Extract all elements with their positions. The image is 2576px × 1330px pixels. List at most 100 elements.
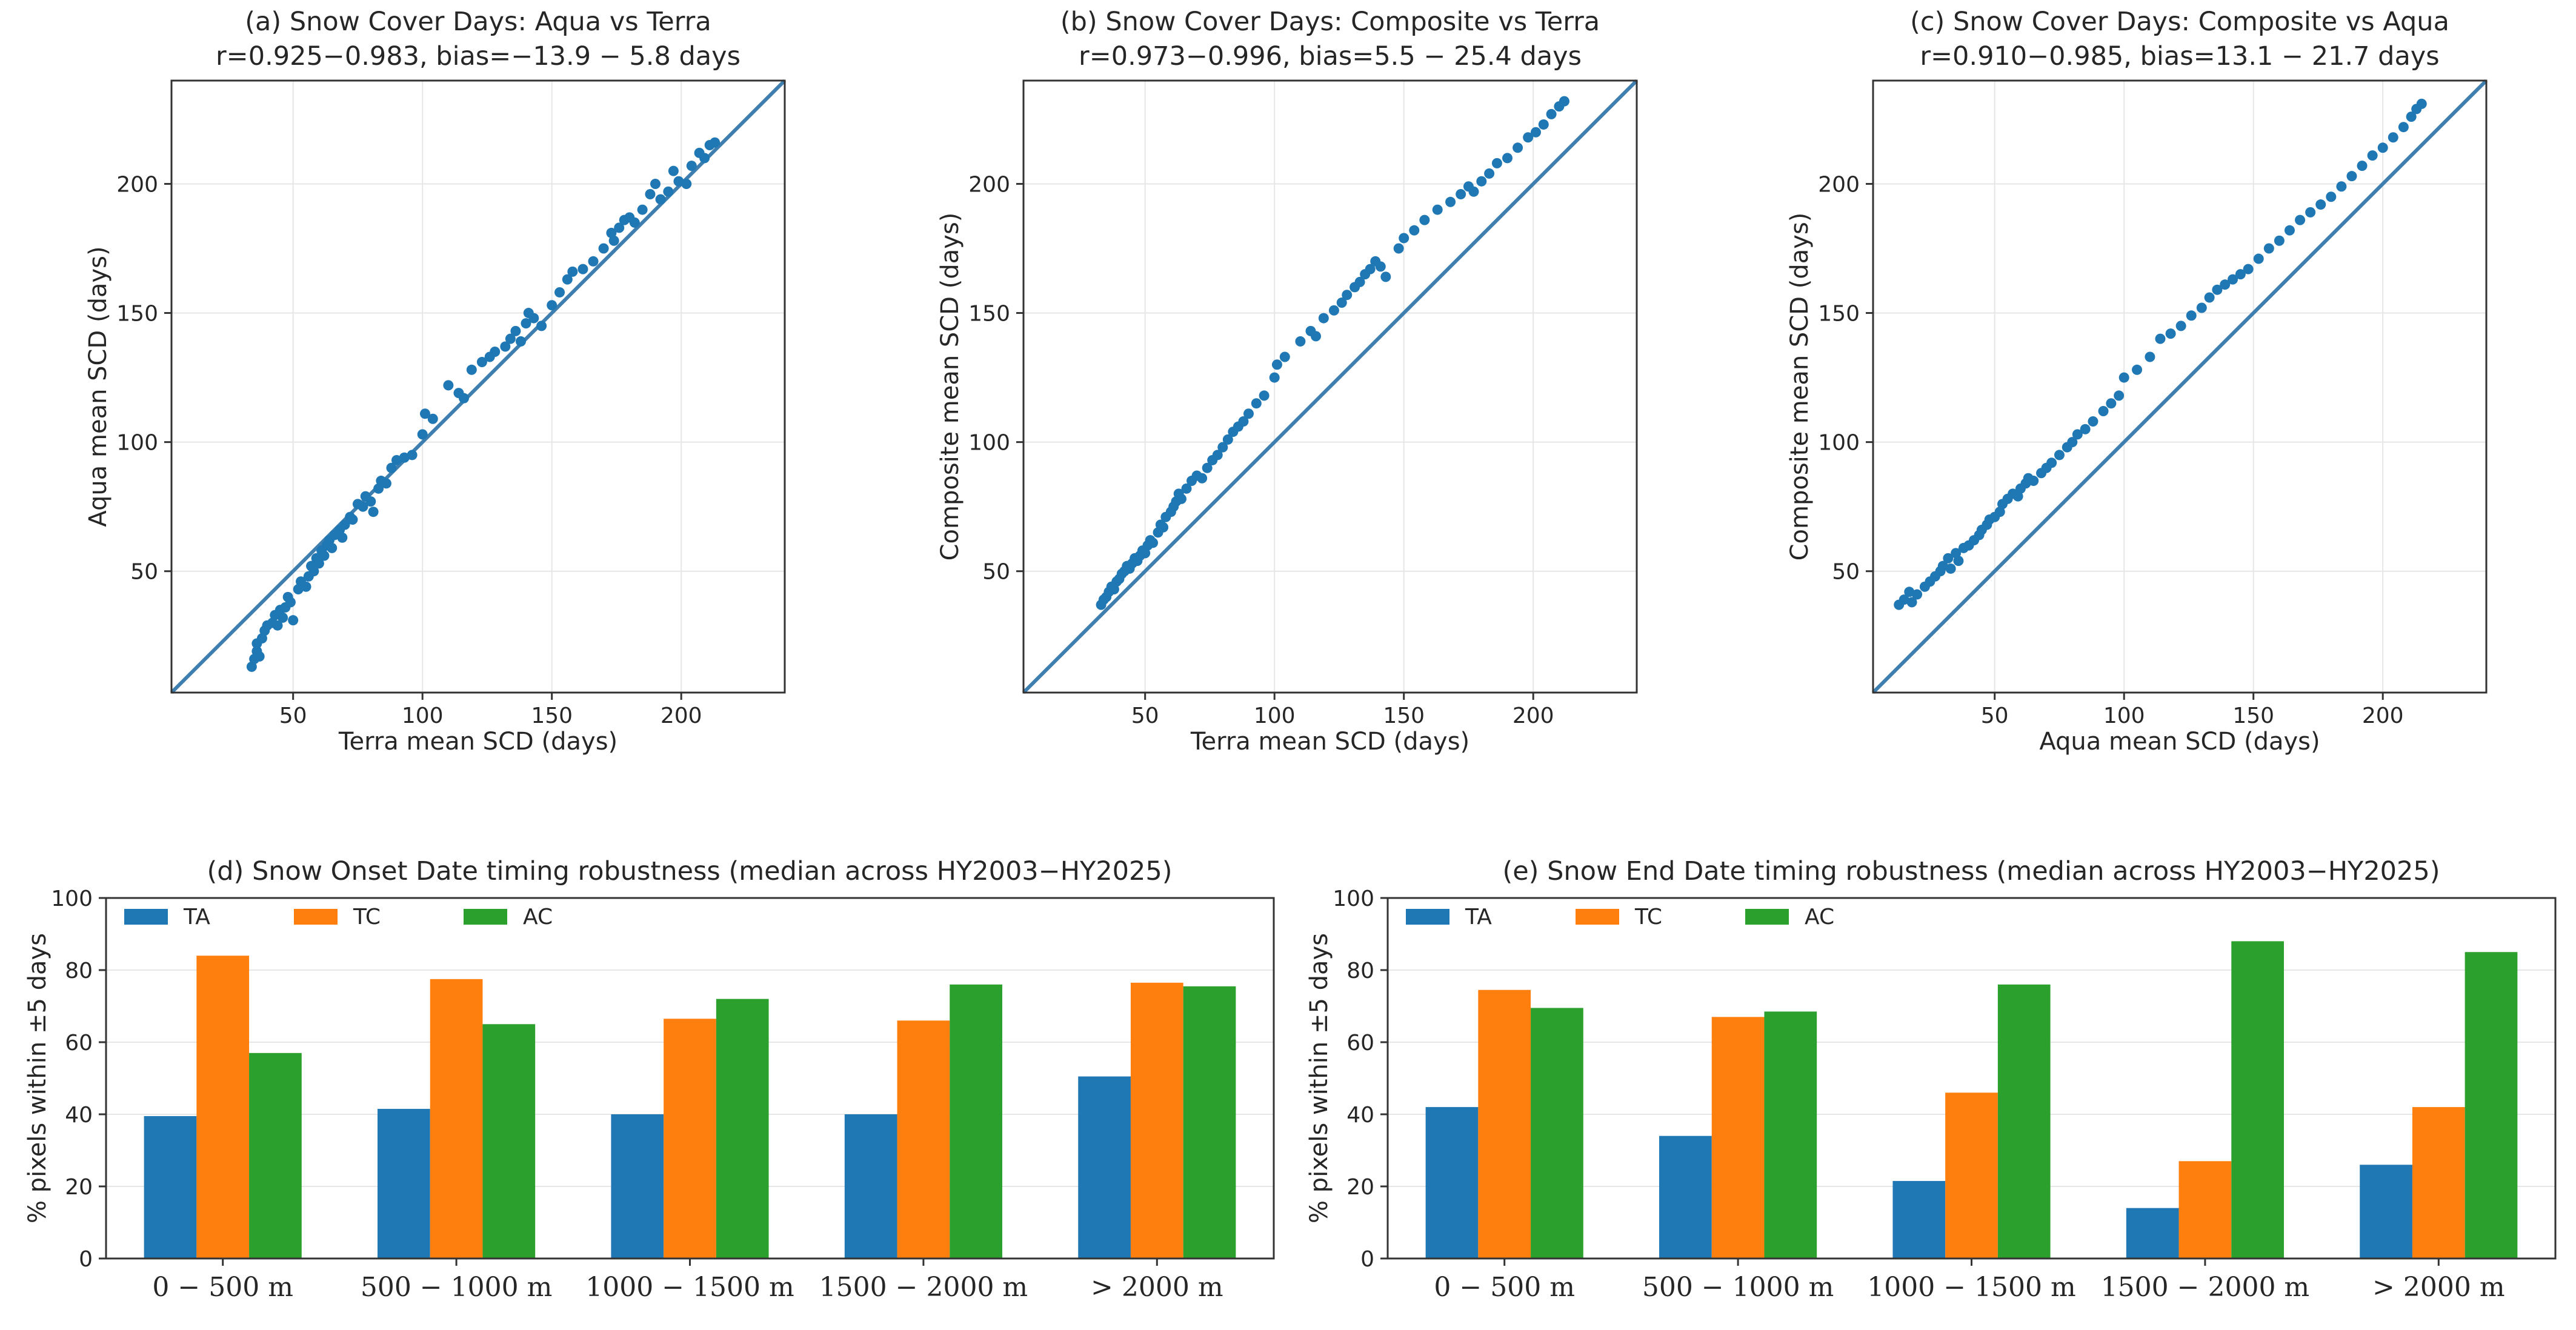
scatter-point xyxy=(1251,398,1262,409)
scatter-point xyxy=(1148,537,1159,548)
x-tick-label: 50 xyxy=(1131,703,1159,728)
y-tick-label: 0 xyxy=(1360,1247,1374,1272)
scatter-point xyxy=(1336,297,1347,308)
scatter-point xyxy=(293,584,304,595)
identity-line xyxy=(1022,79,1639,694)
scatter-point xyxy=(327,542,338,553)
y-tick-label: 150 xyxy=(968,302,1010,327)
scatter-point xyxy=(2235,269,2246,280)
scatter-point xyxy=(1951,548,1962,559)
scatter-point xyxy=(476,357,487,368)
scatter-point xyxy=(1108,584,1119,595)
scatter-point xyxy=(427,413,438,424)
bar-ac xyxy=(1764,1011,1817,1259)
y-tick-label: 60 xyxy=(1346,1031,1374,1056)
scatter-point xyxy=(554,287,565,298)
category-label: > 2000 m xyxy=(1091,1272,1223,1303)
scatter-point xyxy=(1538,119,1549,130)
y-axis-label: Composite mean SCD (days) xyxy=(1786,213,1814,561)
y-tick-label: 60 xyxy=(65,1031,93,1056)
x-tick-label: 150 xyxy=(1383,703,1425,728)
bar-ta xyxy=(844,1114,897,1259)
bar-ta xyxy=(611,1114,664,1259)
scatter-point xyxy=(365,496,376,507)
y-tick-label: 100 xyxy=(1818,431,1860,456)
x-tick-label: 50 xyxy=(1981,703,2009,728)
scatter-point xyxy=(2346,171,2357,182)
scatter-point xyxy=(2388,132,2398,143)
bar-ta xyxy=(1078,1076,1131,1259)
scatter-point xyxy=(2228,274,2238,285)
axes-frame xyxy=(1872,79,2488,694)
scatter-point xyxy=(510,325,521,336)
scatter-point xyxy=(2406,111,2417,122)
scatter-point xyxy=(1945,563,1956,574)
scatter-point xyxy=(1222,434,1233,445)
scatter-point xyxy=(1158,522,1169,533)
scatter-point xyxy=(1484,168,1495,179)
legend-swatch-ac xyxy=(1745,909,1789,925)
chart-subtitle: r=0.925−0.983, bias=−13.9 − 5.8 days xyxy=(216,41,741,71)
scatter-point xyxy=(1295,336,1306,347)
scatter-point xyxy=(1419,214,1430,225)
category-label: 0 − 500 m xyxy=(1434,1272,1575,1303)
category-label: > 2000 m xyxy=(2372,1272,2505,1303)
legend-swatch-tc xyxy=(1576,909,1619,925)
scatter-point xyxy=(308,566,319,577)
scatter-point xyxy=(347,514,358,525)
category-label: 500 − 1000 m xyxy=(1642,1272,1834,1303)
category-label: 500 − 1000 m xyxy=(361,1272,553,1303)
bar-ta xyxy=(2126,1208,2179,1259)
scatter-point xyxy=(2377,142,2388,153)
bar-tc xyxy=(1711,1017,1765,1259)
scatter-point xyxy=(650,178,661,189)
scatter-point xyxy=(2114,390,2125,401)
scatter-point xyxy=(466,364,477,375)
scatter-point xyxy=(2274,235,2285,246)
scatter-point xyxy=(1176,493,1186,504)
scatter-point xyxy=(1904,587,1915,597)
legend-swatch-ac xyxy=(464,909,507,925)
category-label: 0 − 500 m xyxy=(152,1272,293,1303)
scatter-point xyxy=(1546,108,1557,119)
scatter-point xyxy=(567,266,578,277)
scatter-point xyxy=(1953,556,1964,567)
y-tick-label: 200 xyxy=(968,172,1010,197)
y-axis-label: Composite mean SCD (days) xyxy=(936,213,964,561)
x-tick-label: 200 xyxy=(1513,703,1554,728)
scatter-point xyxy=(1445,196,1456,207)
scatter-point xyxy=(2145,351,2155,362)
x-tick-label: 150 xyxy=(531,703,573,728)
scatter-point xyxy=(2186,310,2197,321)
chart-title: (b) Snow Cover Days: Composite vs Terra xyxy=(1060,7,1600,37)
y-tick-label: 50 xyxy=(130,560,158,585)
scatter-point xyxy=(2165,328,2176,339)
y-tick-label: 40 xyxy=(65,1103,93,1128)
scatter-point xyxy=(536,321,547,331)
scatter-point xyxy=(2204,292,2215,303)
y-tick-label: 200 xyxy=(116,172,158,197)
chart-title: (a) Snow Cover Days: Aqua vs Terra xyxy=(245,7,711,37)
x-tick-label: 100 xyxy=(402,703,444,728)
scatter-point xyxy=(2315,199,2326,210)
scatter-point xyxy=(319,550,330,561)
legend-label-tc: TC xyxy=(1634,905,1662,929)
scatter-point xyxy=(2336,181,2347,192)
scatter-point xyxy=(1318,313,1329,324)
scatter-point xyxy=(614,222,625,233)
category-label: 1500 − 2000 m xyxy=(819,1272,1028,1303)
bar-ac xyxy=(2231,941,2284,1259)
bar-tc xyxy=(1478,989,1531,1259)
y-tick-label: 50 xyxy=(982,560,1010,585)
bar-ac xyxy=(482,1024,536,1259)
y-tick-label: 100 xyxy=(1333,886,1374,911)
chart-title: (e) Snow End Date timing robustness (med… xyxy=(1502,856,2440,886)
scatter-point xyxy=(2155,333,2166,344)
scatter-point xyxy=(2367,150,2378,161)
scatter-point xyxy=(1456,189,1466,200)
bar-tc xyxy=(664,1019,716,1259)
scatter-point xyxy=(1212,450,1223,461)
scatter-point xyxy=(547,300,557,311)
scatter-point xyxy=(399,452,410,463)
scatter-point xyxy=(1342,290,1353,301)
